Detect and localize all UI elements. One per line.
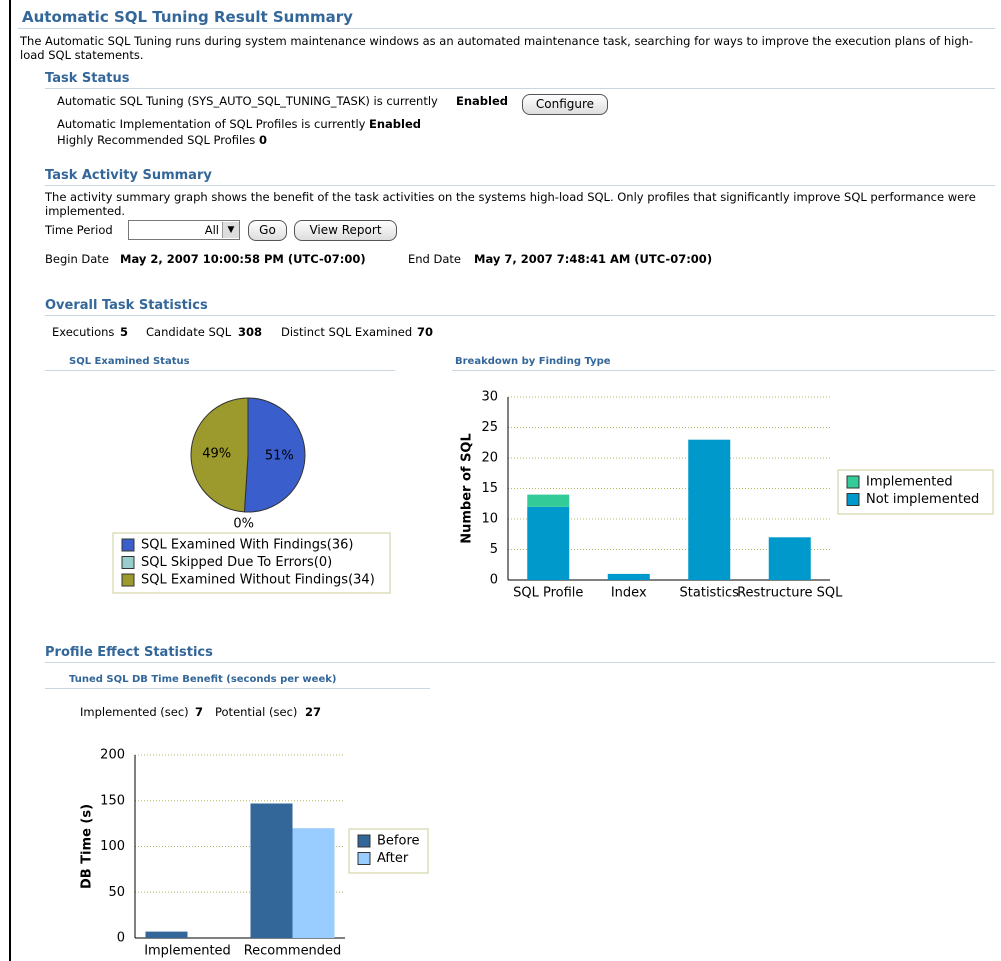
dropdown-arrow[interactable]: ▼ <box>222 222 239 238</box>
stat-value: 7 <box>195 705 204 719</box>
y-tick-label: 15 <box>481 481 498 496</box>
status-label: Automatic Implementation of SQL Profiles… <box>57 117 366 131</box>
chart-title: SQL Examined Status <box>69 356 190 367</box>
field-label: Time Period <box>45 223 113 237</box>
x-tick-label: Index <box>611 586 647 601</box>
legend-swatch <box>846 493 860 506</box>
field-label: End Date <box>408 252 461 266</box>
legend-label: SQL Examined Without Findings(34) <box>141 573 375 588</box>
y-tick-label: 0 <box>490 573 498 588</box>
rule <box>45 370 395 371</box>
y-tick-label: 50 <box>108 885 125 900</box>
stat-value: 308 <box>238 325 263 339</box>
stat-value: 27 <box>305 705 322 719</box>
y-tick-label: 10 <box>481 512 498 527</box>
x-tick-label: Recommended <box>244 944 342 959</box>
legend-label: After <box>377 851 409 866</box>
description: The activity summary graph shows the ben… <box>45 190 976 218</box>
y-tick-label: 150 <box>100 793 125 808</box>
legend-label: Not implemented <box>866 492 979 507</box>
chart-title: Breakdown by Finding Type <box>455 356 611 367</box>
x-tick-label: Statistics <box>680 586 740 601</box>
legend-swatch <box>357 834 371 848</box>
view-report-button[interactable]: View Report <box>294 220 397 241</box>
legend-box <box>112 532 391 594</box>
bar <box>145 931 188 938</box>
rule <box>45 315 995 316</box>
legend-label: Implemented <box>866 475 953 490</box>
stat-value: 5 <box>120 325 129 339</box>
status-label: Highly Recommended SQL Profiles <box>57 133 256 147</box>
y-tick-label: 0 <box>117 931 125 946</box>
page-title: Automatic SQL Tuning Result Summary <box>22 8 353 26</box>
y-tick-label: 100 <box>100 839 125 854</box>
stat-label: Implemented (sec) <box>80 705 189 719</box>
legend-box <box>837 469 994 515</box>
pie-slice <box>243 397 306 513</box>
stat-value: 70 <box>417 325 434 339</box>
y-tick-label: 5 <box>490 542 498 557</box>
bar <box>250 803 293 938</box>
bar <box>527 506 570 580</box>
x-tick-label: Restructure SQL <box>737 586 843 601</box>
section-title: Profile Effect Statistics <box>45 645 213 660</box>
status-value: 0 <box>259 133 268 147</box>
section-title: Overall Task Statistics <box>45 298 208 313</box>
go-button[interactable]: Go <box>248 220 287 241</box>
pie-label: 0% <box>233 516 254 531</box>
rule <box>18 28 995 29</box>
y-tick-label: 30 <box>481 390 498 405</box>
legend-label: Before <box>377 834 420 849</box>
bar <box>292 828 335 938</box>
legend-swatch <box>121 573 135 587</box>
legend-label: SQL Skipped Due To Errors(0) <box>141 555 332 570</box>
status-label: Automatic SQL Tuning (SYS_AUTO_SQL_TUNIN… <box>57 94 438 108</box>
rule <box>452 370 995 371</box>
section-title: Task Status <box>45 71 130 86</box>
legend-label: SQL Examined With Findings(36) <box>141 538 353 553</box>
bar <box>768 537 811 580</box>
configure-button[interactable]: Configure <box>522 94 608 115</box>
y-axis-label: Number of SQL <box>460 433 475 544</box>
y-axis-label: DB Time (s) <box>80 804 95 889</box>
pie-label: 49% <box>202 447 231 462</box>
rule <box>45 662 995 663</box>
legend-swatch <box>846 475 860 489</box>
field-label: Begin Date <box>45 252 109 266</box>
section-title: Task Activity Summary <box>45 168 212 183</box>
x-tick-label: Implemented <box>144 944 231 959</box>
stat-label: Executions <box>52 325 115 339</box>
time-period-select[interactable]: All <box>128 220 240 240</box>
stat-label: Candidate SQL <box>146 325 232 339</box>
bar <box>688 439 731 580</box>
description: The Automatic SQL Tuning runs during sys… <box>20 34 974 62</box>
rule <box>45 688 430 689</box>
field-value: May 2, 2007 10:00:58 PM (UTC-07:00) <box>120 252 366 266</box>
rule <box>45 185 995 186</box>
y-tick-label: 20 <box>481 451 498 466</box>
legend-swatch <box>121 538 135 552</box>
stat-label: Distinct SQL Examined <box>281 325 413 339</box>
y-tick-label: 25 <box>481 420 498 435</box>
stat-label: Potential (sec) <box>215 705 298 719</box>
status-value: Enabled <box>369 117 422 131</box>
legend-swatch <box>357 852 371 865</box>
bar <box>607 573 650 580</box>
field-value: May 7, 2007 7:48:41 AM (UTC-07:00) <box>474 252 713 266</box>
rule <box>45 88 995 89</box>
chart-title: Tuned SQL DB Time Benefit (seconds per w… <box>69 674 337 685</box>
y-tick-label: 200 <box>100 748 125 763</box>
pie-label: 51% <box>265 448 294 463</box>
x-tick-label: SQL Profile <box>513 586 583 601</box>
bar <box>527 494 570 507</box>
status-value: Enabled <box>456 94 509 108</box>
legend-swatch <box>121 556 135 569</box>
pie-slice <box>190 397 249 513</box>
